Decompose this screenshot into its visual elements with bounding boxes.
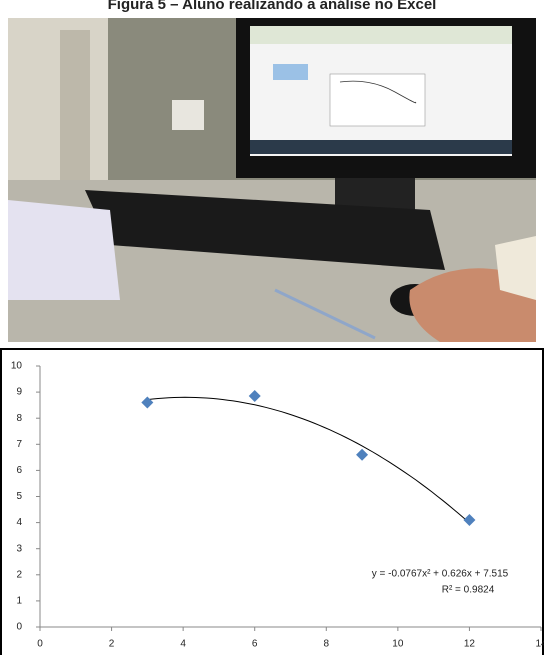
chart-frame bbox=[1, 349, 543, 655]
x-tick-label: 14 bbox=[535, 639, 544, 650]
figure: Figura 5 – Aluno realizando a análise no… bbox=[0, 0, 544, 655]
trendline-equation: y = -0.0767x² + 0.626x + 7.515 bbox=[372, 569, 509, 580]
x-tick-label: 4 bbox=[180, 639, 186, 650]
trendline-r2: R² = 0.9824 bbox=[442, 585, 495, 596]
page: Figura 5 – Aluno realizando a análise no… bbox=[0, 0, 544, 655]
y-tick-label: 9 bbox=[16, 387, 22, 398]
x-tick-label: 2 bbox=[109, 639, 115, 650]
x-tick-label: 6 bbox=[252, 639, 258, 650]
y-tick-label: 6 bbox=[16, 465, 22, 476]
y-tick-label: 3 bbox=[16, 543, 22, 554]
caption: Figura 5 – Aluno realizando a análise no… bbox=[108, 0, 437, 13]
y-tick-label: 10 bbox=[11, 361, 23, 372]
y-tick-label: 1 bbox=[16, 596, 22, 607]
x-tick-label: 8 bbox=[324, 639, 330, 650]
x-tick-label: 0 bbox=[37, 639, 43, 650]
y-tick-label: 4 bbox=[16, 517, 22, 528]
y-tick-label: 8 bbox=[16, 413, 22, 424]
photo bbox=[8, 18, 536, 342]
y-tick-label: 7 bbox=[16, 439, 22, 450]
x-tick-label: 12 bbox=[464, 639, 476, 650]
y-tick-label: 5 bbox=[16, 491, 22, 502]
y-tick-label: 2 bbox=[16, 569, 22, 580]
y-tick-label: 0 bbox=[16, 622, 22, 633]
x-tick-label: 10 bbox=[392, 639, 404, 650]
